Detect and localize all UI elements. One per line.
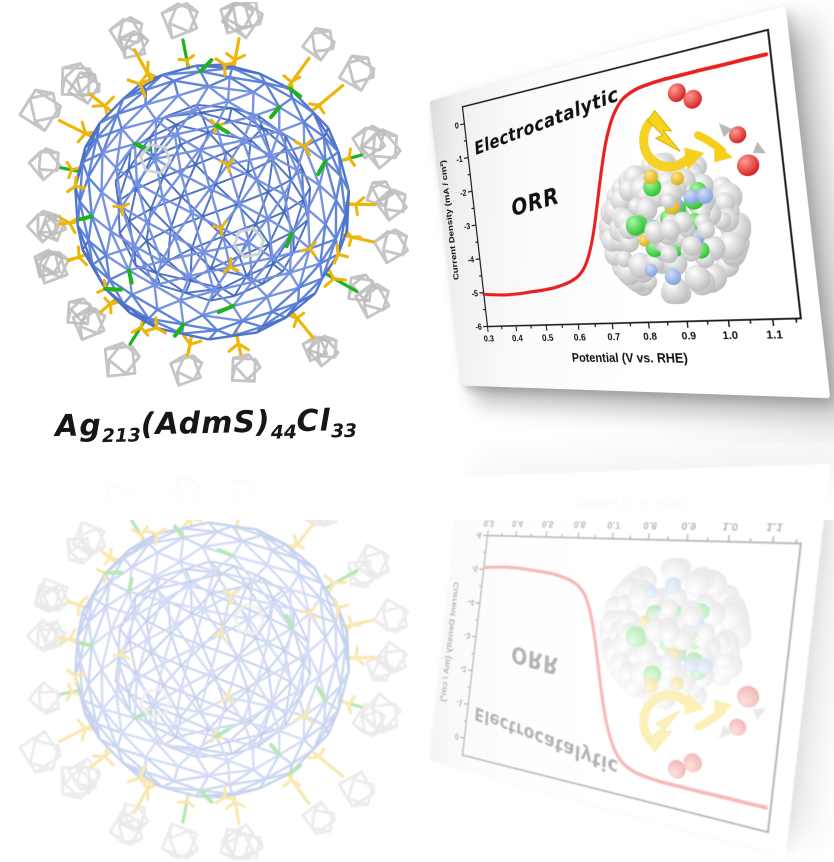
formula-segment: (AdmS)44 <box>140 404 297 442</box>
x-tick-label: 1.1 <box>766 521 784 534</box>
cluster-formula: Ag213(AdmS)44Cl33 <box>36 402 377 448</box>
surface-atoms <box>68 526 348 803</box>
y-tick-label: -3 <box>463 221 470 232</box>
formula-text: Cl <box>296 403 331 439</box>
yellow-arrow-icon <box>698 707 722 731</box>
oxygen-product-icon <box>728 125 747 145</box>
lightning-bolt-icon <box>647 706 681 756</box>
annotation-orr: ORR <box>509 640 562 679</box>
reflection-fade <box>0 442 834 520</box>
x-tick-label: 1.0 <box>722 329 739 341</box>
x-tick-label: 0.7 <box>607 519 621 530</box>
x-tick-label: 0.4 <box>512 333 524 343</box>
orr-polarization-chart: Electrocatalytic ORR 0.3 0.4 0.5 0.6 0.7 0.8 0.9… <box>430 6 831 398</box>
y-tick-label: -2 <box>460 664 467 675</box>
formula-subscript: 44 <box>271 422 297 444</box>
y-tick-label: -5 <box>471 288 478 298</box>
formula-segment: Cl33 <box>296 403 357 439</box>
x-tick-label: 0.6 <box>573 519 586 530</box>
x-tick-label: 0.8 <box>643 331 658 343</box>
gray-arrow-icon <box>719 724 733 741</box>
cluster-ball-stick-model <box>4 432 420 860</box>
graphical-abstract: Electrocatalytic ORR 0.3 0.4 0.5 0.6 0.7 0.8 0.9… <box>0 0 834 520</box>
surface-linker-bonds <box>59 507 375 824</box>
oxygen-product-icon <box>728 717 747 737</box>
core-inner-wireframe <box>116 561 311 757</box>
y-tick-label: -6 <box>475 530 482 540</box>
annotations: Electrocatalytic ORR <box>470 636 633 780</box>
space-filling-cluster <box>591 555 760 723</box>
x-tick-label: 0.9 <box>681 330 697 342</box>
x-tick-label: 0.8 <box>643 520 658 532</box>
x-axis-label: Potential (V vs. RHE) <box>571 496 689 510</box>
x-tick-label: 1.1 <box>766 328 784 341</box>
y-axis-label: Current Density (mA / cm²) <box>439 159 461 280</box>
y-tick-label: -5 <box>471 564 478 574</box>
y-tick-label: -2 <box>460 187 467 198</box>
x-tick-label: 0.9 <box>681 520 697 532</box>
chart-card: Electrocatalytic ORR 0.3 0.4 0.5 0.6 0.7 0.8 0.9… <box>430 6 831 398</box>
annotation-electrocatalytic: Electrocatalytic <box>473 83 622 159</box>
annotation-electrocatalytic: Electrocatalytic <box>473 702 622 778</box>
formula-text: (AdmS) <box>140 405 271 443</box>
orr-reaction-icons <box>638 672 768 797</box>
o2-molecule-icon <box>667 758 687 780</box>
x-tick-label: 0.5 <box>541 332 553 343</box>
formula-subscript: 33 <box>331 421 357 443</box>
y-tick-label: 0 <box>454 120 459 131</box>
core-outer-wireframe <box>75 523 349 798</box>
orr-chart-panel: Electrocatalytic ORR 0.3 0.4 0.5 0.6 0.7 0.8 0.9… <box>430 6 831 398</box>
lightning-bolt-icon <box>647 106 681 156</box>
x-tick-label: 0.3 <box>483 334 494 344</box>
orr-curve <box>465 566 792 808</box>
y-tick-label: -4 <box>467 597 474 607</box>
x-tick-label: 0.7 <box>607 331 621 342</box>
adamantane-cages <box>20 477 408 860</box>
y-axis-label: Current Density (mA / cm²) <box>439 582 461 703</box>
annotation-orr: ORR <box>509 183 562 222</box>
formula-subscript: 213 <box>102 425 141 447</box>
y-tick-label: -6 <box>475 322 482 332</box>
y-tick-label: -4 <box>467 255 474 265</box>
x-axis-label: Potential (V vs. RHE) <box>571 352 689 366</box>
cluster-ball-stick-model <box>4 2 420 430</box>
formula-segment: Ag213 <box>55 407 141 444</box>
x-tick-label: 0.5 <box>541 519 553 530</box>
x-tick-label: 0.4 <box>512 519 524 529</box>
y-tick-label: 0 <box>454 731 459 742</box>
formula-text: Ag <box>55 408 102 444</box>
y-tick-label: -3 <box>463 630 470 641</box>
y-tick-label: -1 <box>456 697 463 708</box>
curved-arrow-icon <box>642 691 692 746</box>
x-tick-label: 1.0 <box>722 520 739 532</box>
x-tick-label: 0.6 <box>573 332 586 343</box>
y-tick-label: -1 <box>456 154 463 165</box>
